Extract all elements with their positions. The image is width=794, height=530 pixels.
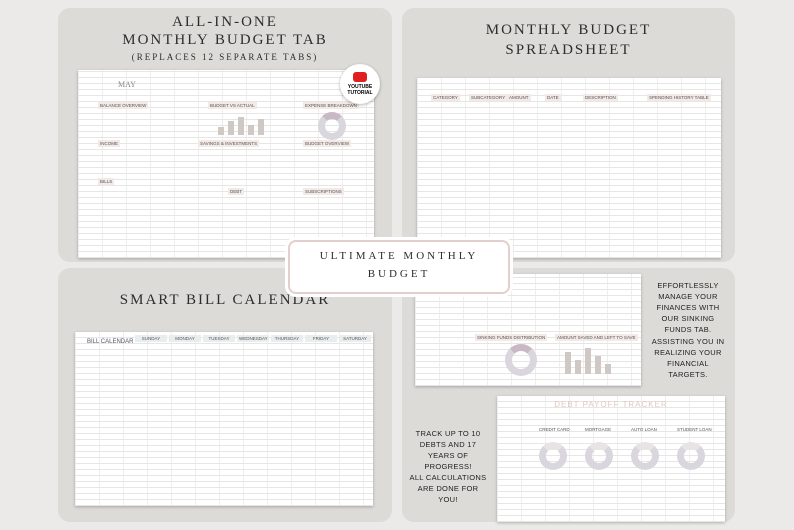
section-label: SPENDING HISTORY TABLE <box>647 94 711 101</box>
sheet: DEBT PAYOFF TRACKER CREDIT CARD MORTGAGE A… <box>497 396 725 522</box>
section-label: CREDIT CARD <box>539 427 570 432</box>
bars <box>565 344 611 374</box>
section-label: STUDENT LOAN <box>677 427 712 432</box>
section-label: EXPENSE BREAKDOWN <box>303 102 360 109</box>
caption: EFFORTLESSLY MANAGE YOUR FINANCES WITH O… <box>656 281 720 334</box>
section-label: SUBSCRIPTIONS <box>303 188 344 195</box>
title: SMART BILL CALENDAR <box>119 292 331 308</box>
sheet: BILL CALENDAR SUNDAY MONDAY TUESDAY WEDNESD… <box>75 332 373 506</box>
section-label: INCOME <box>98 140 120 147</box>
caption: ALL CALCULATIONS ARE DONE FOR YOU! <box>409 473 487 504</box>
section-label: SINKING FUNDS DISTRIBUTION <box>475 334 548 341</box>
section-label: DEBT <box>228 188 245 195</box>
panel: ALL-IN-ONE MONTHLY BUDGET TAB (REPLACES … <box>58 8 392 262</box>
section-label: MONDAY <box>169 335 201 342</box>
badge-text: YOUTUBE TUTORIAL <box>347 84 373 96</box>
banner-line: BUDGET <box>367 268 431 280</box>
caption: ASSISTING YOU IN REALIZING YOUR FINANCIA… <box>651 337 725 379</box>
badge: YOUTUBE TUTORIAL <box>340 64 380 104</box>
section-label: TUESDAY <box>203 335 235 342</box>
banner: ULTIMATE MONTHLY BUDGET <box>288 240 510 294</box>
section-label: WEDNESDAY <box>237 335 269 342</box>
section-label: BILLS <box>98 178 115 185</box>
section-label: AMOUNT <box>507 94 531 101</box>
section-label: CATEGORY <box>431 94 460 101</box>
section-label: SATURDAY <box>339 335 371 342</box>
donut <box>631 442 659 470</box>
section-label: DESCRIPTION <box>583 94 618 101</box>
section-label: BUDGET OVERVIEW <box>303 140 352 147</box>
title-line: ALL-IN-ONE <box>172 14 278 30</box>
section-label: FRIDAY <box>305 335 337 342</box>
sheet-title: DEBT PAYOFF TRACKER <box>554 400 668 409</box>
section-label: AUTO LOAN <box>631 427 657 432</box>
sheet: SPENDING HISTORY TABLE CATEGORY SUBCATEGO… <box>417 78 721 258</box>
caption: TRACK UP TO 10 DEBTS AND 17 YEARS OF PRO… <box>415 429 481 471</box>
section-label: SAVINGS & INVESTMENTS <box>198 140 260 147</box>
section-label: SUNDAY <box>135 335 167 342</box>
sheet-title: BILL CALENDAR <box>87 339 134 345</box>
donut <box>677 442 705 470</box>
donut <box>585 442 613 470</box>
panel: SMART BILL CALENDAR BILL CALENDAR SUNDAY… <box>58 268 392 522</box>
title-line: MONTHLY BUDGET TAB <box>122 32 328 48</box>
section-label: THURSDAY <box>271 335 303 342</box>
banner-line: ULTIMATE MONTHLY <box>319 250 479 262</box>
donut <box>505 344 537 376</box>
panel: SINKING FUNDS DISTRIBUTION AMOUNT SAVED A… <box>402 268 735 522</box>
bars <box>218 115 264 135</box>
panel: MONTHLY BUDGET SPREADSHEET SPENDING HIST… <box>402 8 735 262</box>
donut <box>318 112 346 140</box>
section-label: SUBCATEGORY <box>469 94 508 101</box>
section-label: AMOUNT SAVED AND LEFT TO SAVE <box>555 334 638 341</box>
section-label: BALANCE OVERVIEW <box>98 102 149 109</box>
subtitle: (REPLACES 12 SEPARATE TABS) <box>131 52 319 62</box>
section-label: MORTGAGE <box>585 427 612 432</box>
donut <box>539 442 567 470</box>
title-line: MONTHLY BUDGET <box>485 22 652 38</box>
section-label: DATE <box>545 94 561 101</box>
section-label: BUDGET VS ACTUAL <box>208 102 257 109</box>
title-line: SPREADSHEET <box>505 42 632 58</box>
month: MAY <box>118 80 136 89</box>
sheet: MAY BALANCE OVERVIEW BUDGET VS ACTUAL EXPE… <box>78 70 374 258</box>
